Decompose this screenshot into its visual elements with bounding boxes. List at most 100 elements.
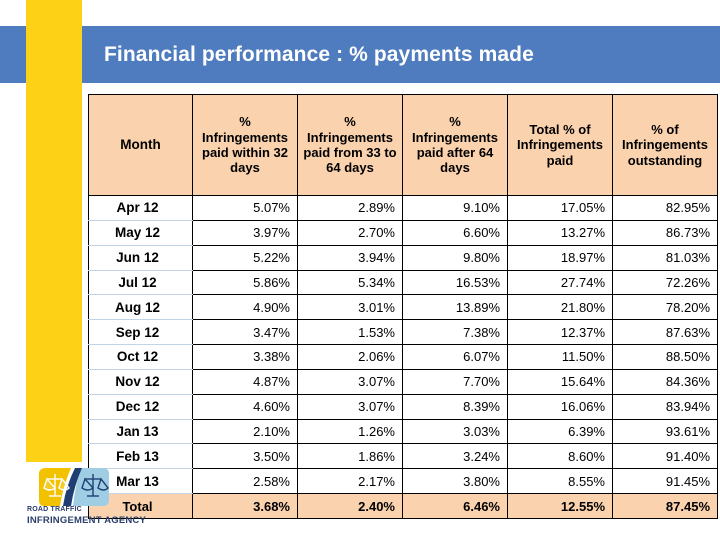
corner-color-swatches [648,520,720,535]
cell-month: Jul 12 [88,269,193,296]
table-row: Nov 12 4.87% 3.07% 7.70% 15.64% 84.36% [88,368,718,395]
cell-outstanding: 72.26% [612,269,718,296]
cell-month: Feb 13 [88,443,193,470]
cell-paid-within-32-days: 3.97% [192,219,298,246]
table-row: Dec 12 4.60% 3.07% 8.39% 16.06% 83.94% [88,393,718,420]
cell-month: Dec 12 [88,393,193,420]
title-banner [0,26,720,83]
cell-paid-within-32-days: 4.87% [192,368,298,395]
cell-month: Jun 12 [88,244,193,271]
cell-paid-after-64-days: 13.89% [402,294,508,321]
cell-paid-within-32-days: 4.60% [192,393,298,420]
table-row: Feb 13 3.50% 1.86% 3.24% 8.60% 91.40% [88,443,718,470]
cell-paid-33-to-64-days: 3.94% [297,244,403,271]
column-header-paid-within-32-days: % Infringements paid within 32 days [192,94,298,196]
cell-paid-33-to-64-days: 3.07% [297,393,403,420]
cell-paid-within-32-days: 3.68% [192,493,298,519]
cell-paid-within-32-days: 4.90% [192,294,298,321]
cell-total-paid: 11.50% [507,344,613,370]
swatch-light-blue [672,520,692,535]
cell-total-paid: 21.80% [507,294,613,321]
cell-outstanding: 84.36% [612,368,718,395]
table-row: Jan 13 2.10% 1.26% 3.03% 6.39% 93.61% [88,418,718,445]
table-row: Mar 13 2.58% 2.17% 3.80% 8.55% 91.45% [88,468,718,495]
cell-total-paid: 15.64% [507,368,613,395]
table-header: Month % Infringements paid within 32 day… [88,94,718,196]
cell-paid-within-32-days: 5.07% [192,195,298,221]
cell-month: Apr 12 [88,195,193,221]
cell-paid-33-to-64-days: 2.17% [297,468,403,495]
table-total-row: Total 3.68% 2.40% 6.46% 12.55% 87.45% [88,493,718,519]
logo-text-line-2: INFRINGEMENT AGENCY [27,515,147,526]
cell-total-paid: 6.39% [507,418,613,445]
cell-month: Jan 13 [88,418,193,445]
scales-of-justice-road-icon [35,466,111,508]
cell-paid-33-to-64-days: 1.53% [297,319,403,346]
cell-outstanding: 82.95% [612,195,718,221]
column-header-paid-33-to-64-days: % Infringements paid from 33 to 64 days [297,94,403,196]
cell-outstanding: 88.50% [612,344,718,370]
cell-total-paid: 12.37% [507,319,613,346]
cell-outstanding: 81.03% [612,244,718,271]
cell-outstanding: 86.73% [612,219,718,246]
table-body: Apr 12 5.07% 2.89% 9.10% 17.05% 82.95% May 12 3… [88,195,718,519]
cell-month: Oct 12 [88,344,193,370]
cell-paid-after-64-days: 7.38% [402,319,508,346]
cell-paid-after-64-days: 9.80% [402,244,508,271]
table-row: Sep 12 3.47% 1.53% 7.38% 12.37% 87.63% [88,319,718,346]
table-header-row: Month % Infringements paid within 32 day… [88,94,718,196]
cell-outstanding: 87.45% [612,493,718,519]
swatch-dark-blue [696,520,716,535]
cell-total-paid: 8.55% [507,468,613,495]
cell-paid-within-32-days: 3.50% [192,443,298,470]
page-title: Financial performance : % payments made [104,43,534,66]
cell-total-paid: 17.05% [507,195,613,221]
table-row: Jul 12 5.86% 5.34% 16.53% 27.74% 72.26% [88,269,718,296]
column-header-outstanding: % of Infringements outstanding [612,94,718,196]
cell-paid-after-64-days: 16.53% [402,269,508,296]
organisation-logo: ROAD TRAFFIC INFRINGEMENT AGENCY [27,466,147,532]
cell-paid-after-64-days: 8.39% [402,393,508,420]
cell-outstanding: 83.94% [612,393,718,420]
table-row: Oct 12 3.38% 2.06% 6.07% 11.50% 88.50% [88,344,718,370]
cell-paid-after-64-days: 9.10% [402,195,508,221]
cell-paid-after-64-days: 3.80% [402,468,508,495]
cell-paid-33-to-64-days: 3.01% [297,294,403,321]
swatch-yellow [648,520,668,535]
cell-total-paid: 27.74% [507,269,613,296]
cell-paid-within-32-days: 3.47% [192,319,298,346]
table-row: May 12 3.97% 2.70% 6.60% 13.27% 86.73% [88,219,718,246]
cell-paid-within-32-days: 3.38% [192,344,298,370]
financial-performance-table-wrapper: Month % Infringements paid within 32 day… [88,94,718,519]
table-row: Jun 12 5.22% 3.94% 9.80% 18.97% 81.03% [88,244,718,271]
cell-paid-after-64-days: 6.60% [402,219,508,246]
cell-outstanding: 91.40% [612,443,718,470]
cell-total-paid: 12.55% [507,493,613,519]
cell-paid-within-32-days: 5.22% [192,244,298,271]
cell-month: May 12 [88,219,193,246]
cell-total-paid: 13.27% [507,219,613,246]
cell-paid-within-32-days: 5.86% [192,269,298,296]
cell-outstanding: 93.61% [612,418,718,445]
cell-paid-after-64-days: 7.70% [402,368,508,395]
financial-performance-table: Month % Infringements paid within 32 day… [88,94,718,519]
cell-month: Sep 12 [88,319,193,346]
cell-paid-33-to-64-days: 1.86% [297,443,403,470]
column-header-total-paid: Total % of Infringements paid [507,94,613,196]
table-row: Apr 12 5.07% 2.89% 9.10% 17.05% 82.95% [88,195,718,221]
cell-total-paid: 18.97% [507,244,613,271]
cell-paid-after-64-days: 6.46% [402,493,508,519]
column-header-paid-after-64-days: % Infringements paid after 64 days [402,94,508,196]
cell-paid-33-to-64-days: 5.34% [297,269,403,296]
cell-paid-33-to-64-days: 1.26% [297,418,403,445]
cell-paid-after-64-days: 3.03% [402,418,508,445]
cell-paid-after-64-days: 6.07% [402,344,508,370]
cell-total-paid: 8.60% [507,443,613,470]
cell-outstanding: 91.45% [612,468,718,495]
cell-paid-33-to-64-days: 2.89% [297,195,403,221]
cell-outstanding: 78.20% [612,294,718,321]
cell-paid-within-32-days: 2.58% [192,468,298,495]
logo-text-line-1: ROAD TRAFFIC [27,506,82,513]
cell-paid-after-64-days: 3.24% [402,443,508,470]
